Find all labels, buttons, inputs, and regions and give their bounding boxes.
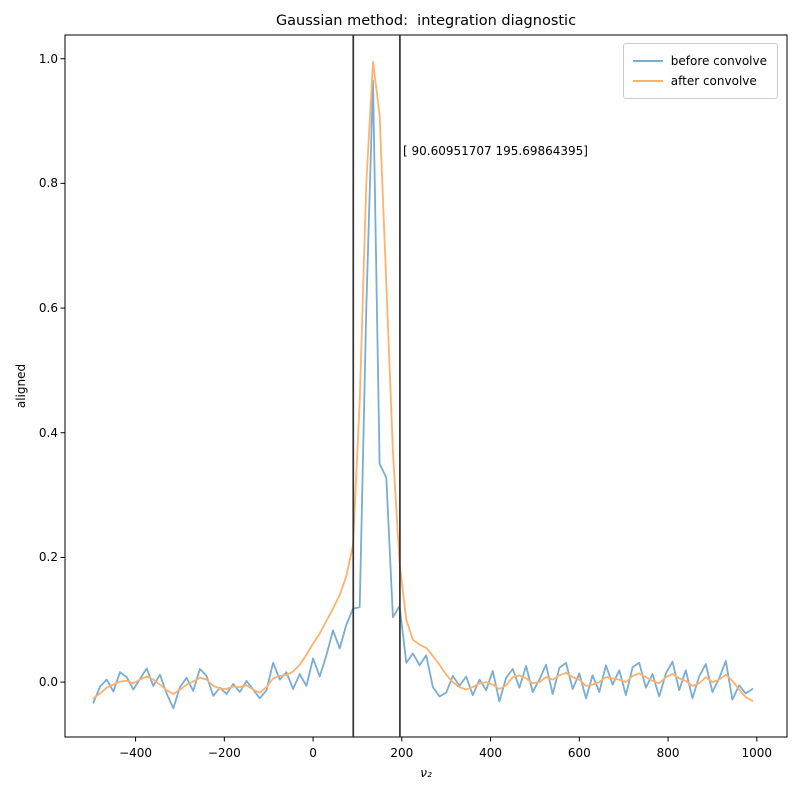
legend-swatch-after-convolve: [632, 80, 663, 82]
series-line-after-convolve: [92, 60, 754, 702]
y-tick-label: 1.0: [38, 51, 58, 66]
y-tick-label: 0.0: [38, 675, 58, 690]
chart-title: Gaussian method: integration diagnostic: [275, 13, 577, 29]
x-tick-label: 1000: [741, 746, 773, 760]
y-axis-label: aligned: [14, 363, 28, 409]
axes-frame: [64, 34, 788, 738]
x-tick-label: 0: [309, 746, 317, 760]
legend-entry: before convolve: [632, 51, 767, 71]
y-tick-label: 0.4: [38, 425, 58, 440]
y-tick-label: 0.8: [38, 176, 58, 191]
x-tick-label: −400: [119, 746, 153, 760]
vertical-marker-lines: [352, 35, 401, 737]
x-axis-ticks: [135, 737, 758, 742]
x-tick-label: 400: [479, 746, 503, 760]
x-tick-label: 600: [567, 746, 591, 760]
x-axis-label: ν₂: [420, 766, 432, 780]
legend-label: after convolve: [670, 74, 757, 88]
x-tick-label: −200: [207, 746, 241, 760]
series-line-before-convolve: [92, 79, 754, 710]
x-tick-label: 800: [656, 746, 680, 760]
annotation-text: [ 90.60951707 195.69864395]: [403, 144, 588, 159]
y-tick-label: 0.6: [38, 301, 58, 316]
y-tick-label: 0.2: [38, 550, 58, 565]
legend-label: before convolve: [670, 54, 767, 68]
legend-entry: after convolve: [632, 71, 767, 91]
legend: before convolve after convolve: [622, 43, 778, 99]
y-axis-ticks: [60, 58, 65, 683]
x-tick-label: 200: [390, 746, 414, 760]
legend-swatch-before-convolve: [632, 60, 663, 62]
